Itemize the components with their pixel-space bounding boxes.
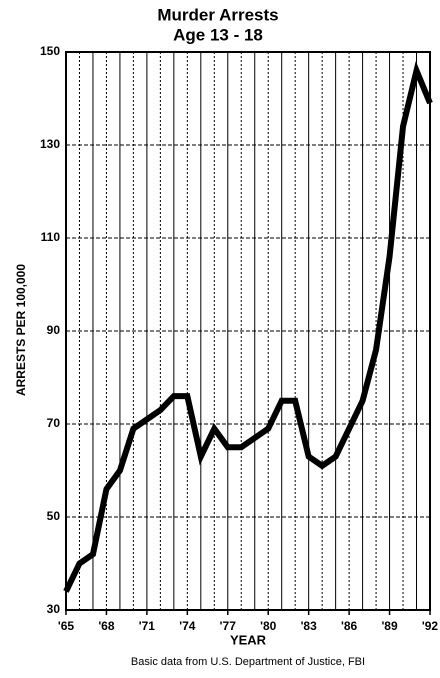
x-tick-label: '68 [98, 619, 115, 633]
x-tick-label: '77 [220, 619, 237, 633]
y-tick-label: 110 [41, 230, 61, 244]
x-tick-label: '74 [179, 619, 196, 633]
plot-frame [65, 51, 431, 611]
x-tick-label: '92 [422, 619, 439, 633]
chart-title: Murder Arrests [157, 5, 278, 24]
y-tick-label: 150 [40, 44, 60, 58]
data-line [63, 60, 433, 593]
y-tick-label: 70 [47, 416, 61, 430]
y-tick-label: 30 [47, 602, 61, 616]
y-tick-label: 130 [40, 137, 60, 151]
x-tick-label: '80 [260, 619, 277, 633]
chart-subtitle: Age 13 - 18 [173, 25, 263, 44]
source-note: Basic data from U.S. Department of Justi… [131, 656, 365, 668]
x-tick-label: '65 [58, 619, 75, 633]
y-tick-label: 50 [47, 509, 61, 523]
x-tick-label: '89 [381, 619, 398, 633]
x-tick-label: '71 [139, 619, 156, 633]
x-axis-label: YEAR [230, 632, 267, 647]
y-tick-label: 90 [47, 323, 61, 337]
y-axis-label: ARRESTS PER 100,000 [14, 264, 28, 396]
x-tick-label: '86 [341, 619, 358, 633]
x-tick-label: '83 [301, 619, 318, 633]
